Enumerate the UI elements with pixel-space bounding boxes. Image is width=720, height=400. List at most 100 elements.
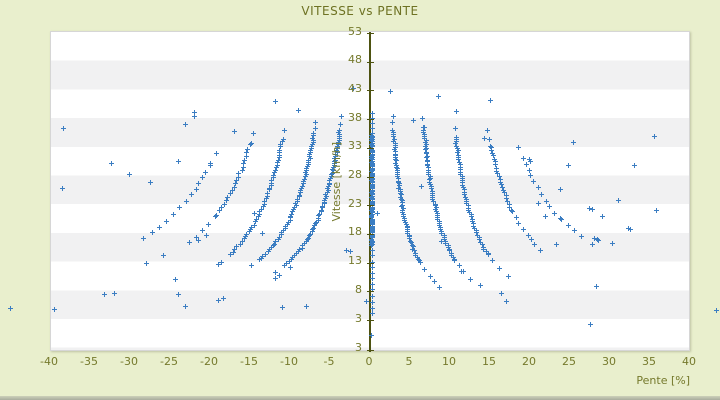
x-tick-label: -5 [323,355,335,368]
data-point [213,213,219,219]
data-point [565,162,571,168]
x-tick-label: 30 [602,355,616,368]
data-point [247,229,253,235]
data-point [231,184,237,190]
data-point [600,214,606,220]
data-point [228,251,234,257]
data-point [520,155,526,161]
data-point [232,181,238,187]
y-axis-tick [366,61,374,63]
window-bottom-edge [0,396,720,400]
data-point [390,113,396,119]
data-point [194,234,200,240]
y-axis-tick [366,233,374,235]
data-point [59,185,65,191]
y-axis-tick [366,119,374,121]
data-point [273,238,279,244]
x-tick-label: -40 [40,355,58,368]
data-point [240,239,245,244]
data-point [313,126,318,131]
data-point [593,283,599,289]
x-tick-label: 0 [365,355,373,368]
data-point [438,238,444,244]
data-point [493,168,499,174]
data-point [369,242,375,248]
data-point [369,276,375,282]
data-point [243,153,249,159]
y-tick-label: 53 [348,24,362,38]
data-point [363,298,369,304]
data-point [651,134,657,140]
data-point [207,162,213,168]
data-point [500,184,505,190]
data-point [505,274,511,280]
data-point [579,234,585,240]
data-point [173,276,179,282]
data-point [164,218,170,224]
data-point [241,236,247,242]
y-tick-label: 38 [348,110,362,124]
data-point [236,175,242,181]
data-point [516,221,522,227]
data-point [177,205,183,211]
x-tick-label: -25 [160,355,178,368]
data-point [515,145,521,151]
y-axis-title: Vitesse [km/h] [330,142,343,222]
data-point [485,251,491,257]
data-point [498,291,504,297]
y-tick-label: 48 [348,53,362,67]
data-point [369,311,375,316]
data-point [631,162,637,168]
data-point [109,160,115,166]
data-point [369,271,375,277]
data-point [452,257,457,263]
data-point [266,187,272,193]
data-point [263,196,269,202]
data-point [141,236,147,242]
data-point [250,131,256,137]
data-point [282,262,288,268]
data-point [175,291,181,297]
x-tick-label: -10 [280,355,298,368]
y-axis-tick [366,205,374,207]
data-point [143,260,149,266]
data-point [465,202,471,208]
data-point [503,298,509,304]
data-point [487,136,493,142]
data-point [489,145,495,151]
data-point [507,204,513,210]
data-point [126,171,132,177]
x-tick-label: 25 [562,355,576,368]
data-point [535,201,541,206]
data-point [312,119,318,125]
data-point [458,167,463,173]
data-point [400,209,406,215]
data-point [265,190,271,196]
data-point [525,233,531,238]
data-point [287,259,293,264]
data-point [219,205,225,211]
data-point [504,198,510,204]
x-tick-label: 10 [442,355,456,368]
y-axis-tick [366,349,374,351]
data-point [369,333,375,338]
y-axis-tick [366,320,374,321]
data-point [497,266,503,271]
data-point [488,98,494,104]
data-point [221,295,227,301]
plot-area[interactable] [7,31,719,352]
data-point [531,179,537,185]
data-point [389,119,395,125]
data-point [535,185,541,191]
data-point [459,180,465,186]
data-point [229,188,235,194]
data-point [52,306,58,312]
data-point [391,133,397,139]
data-point [257,209,263,215]
data-point [410,118,416,124]
data-point [538,248,544,253]
data-point [481,246,487,252]
data-point [343,247,349,253]
data-point [276,152,282,158]
